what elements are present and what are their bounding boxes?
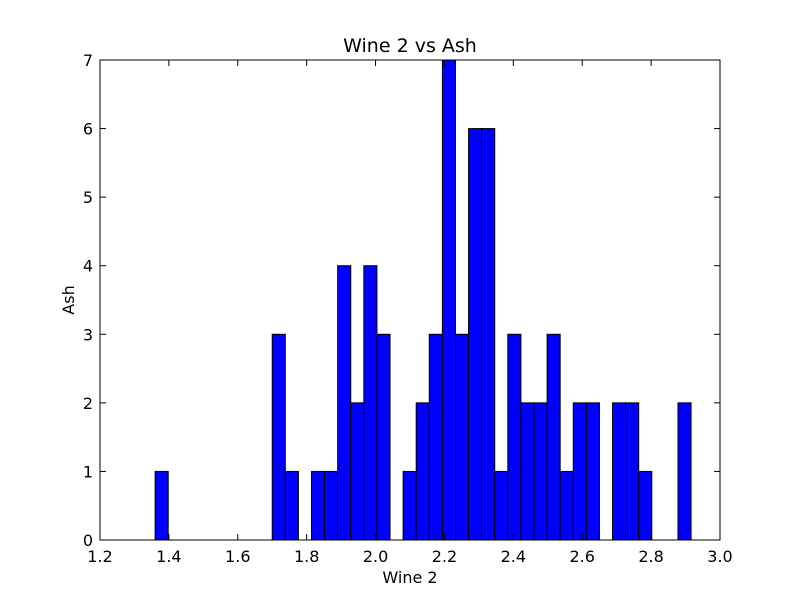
histogram-bar (638, 470, 653, 541)
histogram-bar (520, 402, 535, 541)
y-tick-label: 1 (83, 462, 93, 481)
histogram-bar (324, 470, 339, 541)
x-tick-label: 2.6 (569, 547, 594, 566)
x-tick-label: 1.8 (294, 547, 319, 566)
y-tick-label: 2 (83, 394, 93, 413)
histogram-bar (154, 470, 169, 541)
histogram-bar (546, 333, 561, 541)
histogram-bar (507, 333, 522, 541)
y-tick-label: 6 (83, 120, 93, 139)
x-tick-label: 2.0 (363, 547, 388, 566)
chart-title: Wine 2 vs Ash (343, 35, 477, 57)
x-tick-label: 2.2 (432, 547, 457, 566)
histogram-bar (337, 265, 352, 541)
x-tick-label: 1.4 (156, 547, 181, 566)
histogram-bar (585, 402, 600, 541)
histogram-bar (677, 402, 692, 541)
x-tick-label: 1.2 (87, 547, 112, 566)
histogram-bar (559, 470, 574, 541)
histogram-bar (428, 333, 443, 541)
bars-group (154, 59, 692, 541)
histogram-bar (441, 59, 456, 541)
histogram-bar (625, 402, 640, 541)
y-tick-label: 7 (83, 51, 93, 70)
y-tick-label: 4 (83, 257, 93, 276)
histogram-bar (363, 265, 378, 541)
ticks-group: 1.2 1.4 1.6 1.8 2.0 2.2 2.4 2.6 2.8 3.0 0 1 2 3 4 5 6 7 (83, 51, 733, 566)
histogram-bar (494, 470, 509, 541)
x-tick-label: 1.6 (225, 547, 250, 566)
histogram-bar (612, 402, 627, 541)
y-tick-label: 3 (83, 325, 93, 344)
histogram-bar (350, 402, 365, 541)
y-tick-label: 0 (83, 531, 93, 550)
x-tick-label: 3.0 (707, 547, 732, 566)
histogram-bar (415, 402, 430, 541)
plot-frame (99, 59, 721, 541)
histogram-bar (468, 128, 483, 541)
histogram-bar (533, 402, 548, 541)
y-tick-label: 5 (83, 188, 93, 207)
histogram-bar (481, 128, 496, 541)
histogram-bar (402, 470, 417, 541)
histogram-bar (310, 470, 326, 541)
histogram-bar (271, 333, 286, 541)
histogram-bar (454, 333, 470, 541)
x-axis-label: Wine 2 (382, 568, 437, 587)
y-axis-label: Ash (59, 285, 78, 314)
histogram-bar (572, 402, 587, 541)
histogram-bar (284, 470, 299, 541)
histogram-bar (376, 333, 391, 541)
x-tick-label: 2.8 (638, 547, 663, 566)
x-tick-label: 2.4 (501, 547, 526, 566)
